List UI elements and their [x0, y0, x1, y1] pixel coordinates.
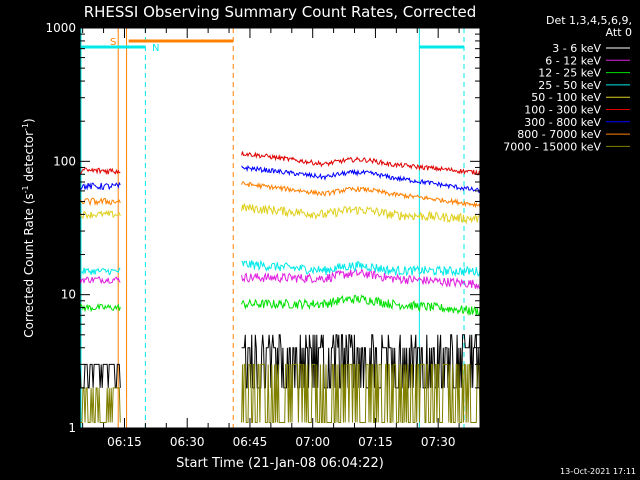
- y-axis-label-mid: detector: [22, 131, 36, 186]
- legend-label: 300 - 800 keV: [524, 116, 601, 129]
- y-axis-label-main: Corrected Count Rate (s: [22, 193, 36, 337]
- series-12-25kev: [79, 294, 481, 316]
- x-tick-label: 06:30: [170, 435, 205, 449]
- y-axis-label-sup2: -1: [21, 123, 30, 131]
- chart-title: RHESSI Observing Summary Count Rates, Co…: [84, 3, 477, 21]
- plot-frame: [79, 27, 481, 429]
- legend-header-line-1: Det 1,3,4,5,6,9,: [546, 14, 632, 27]
- y-tick-label: 1: [68, 421, 76, 435]
- footer-timestamp: 13-Oct-2021 17:11: [560, 467, 636, 476]
- series-line-after: [241, 203, 481, 225]
- series-line-after: [241, 268, 481, 290]
- series-line-after: [241, 363, 481, 423]
- series-line-before: [79, 209, 121, 220]
- plot-layer: SN: [79, 28, 481, 428]
- y-tick-label: 100: [53, 154, 76, 168]
- axes-layer: 1 10 100 1000 06:15 06:30 06:45 07:00 07:15 07:30: [45, 21, 481, 449]
- series-line-before: [79, 181, 121, 191]
- series-line-before: [79, 276, 121, 285]
- series-line-after: [241, 181, 481, 209]
- legend-label: 50 - 100 keV: [531, 91, 601, 104]
- series-line-after: [241, 334, 481, 389]
- series-300-800kev: [79, 164, 481, 194]
- series-line-after: [241, 164, 481, 194]
- series-25-50kev: [79, 259, 481, 278]
- legend-label: 3 - 6 keV: [552, 42, 601, 55]
- x-axis-label: Start Time (21-Jan-08 06:04:22): [176, 456, 384, 471]
- series-line-before: [79, 267, 121, 276]
- series-line-after: [241, 259, 481, 278]
- series-3-6kev: [79, 334, 481, 389]
- series-50-100kev: [79, 203, 481, 225]
- annotation-s: S: [110, 37, 116, 48]
- x-tick-label: 07:15: [358, 435, 393, 449]
- x-tick-label: 07:00: [295, 435, 330, 449]
- y-axis-label-end: ): [22, 118, 36, 123]
- y-axis-label: Corrected Count Rate (s-1 detector-1): [21, 118, 36, 337]
- x-tick-label: 07:30: [421, 435, 456, 449]
- legend-label: 7000 - 15000 keV: [503, 140, 601, 153]
- series-line-after: [241, 151, 481, 176]
- legend-label: 800 - 7000 keV: [517, 128, 601, 141]
- series-line-after: [241, 294, 481, 316]
- series-800-7000kev: [79, 181, 481, 209]
- legend-label: 12 - 25 keV: [538, 67, 601, 80]
- legend-label: 6 - 12 keV: [545, 54, 601, 67]
- x-tick-label: 06:45: [233, 435, 268, 449]
- x-tick-label: 06:15: [107, 435, 142, 449]
- y-tick-label: 1000: [45, 21, 76, 35]
- legend-label: 25 - 50 keV: [538, 79, 601, 92]
- legend-label: 100 - 300 keV: [524, 104, 601, 117]
- series-line-before: [79, 167, 121, 176]
- series-line-before: [79, 303, 121, 313]
- series-6-12kev: [79, 268, 481, 290]
- y-tick-label: 10: [61, 288, 76, 302]
- y-axis-label-sup1: -1: [21, 185, 30, 193]
- legend-header-line-2: Att 0: [606, 26, 632, 39]
- series-7000-15000kev: [80, 363, 481, 423]
- series-100-300kev: [79, 151, 481, 176]
- series-line-before: [80, 387, 121, 423]
- annotation-n: N: [152, 43, 159, 54]
- series-line-before: [79, 363, 121, 389]
- series-line-before: [79, 197, 121, 207]
